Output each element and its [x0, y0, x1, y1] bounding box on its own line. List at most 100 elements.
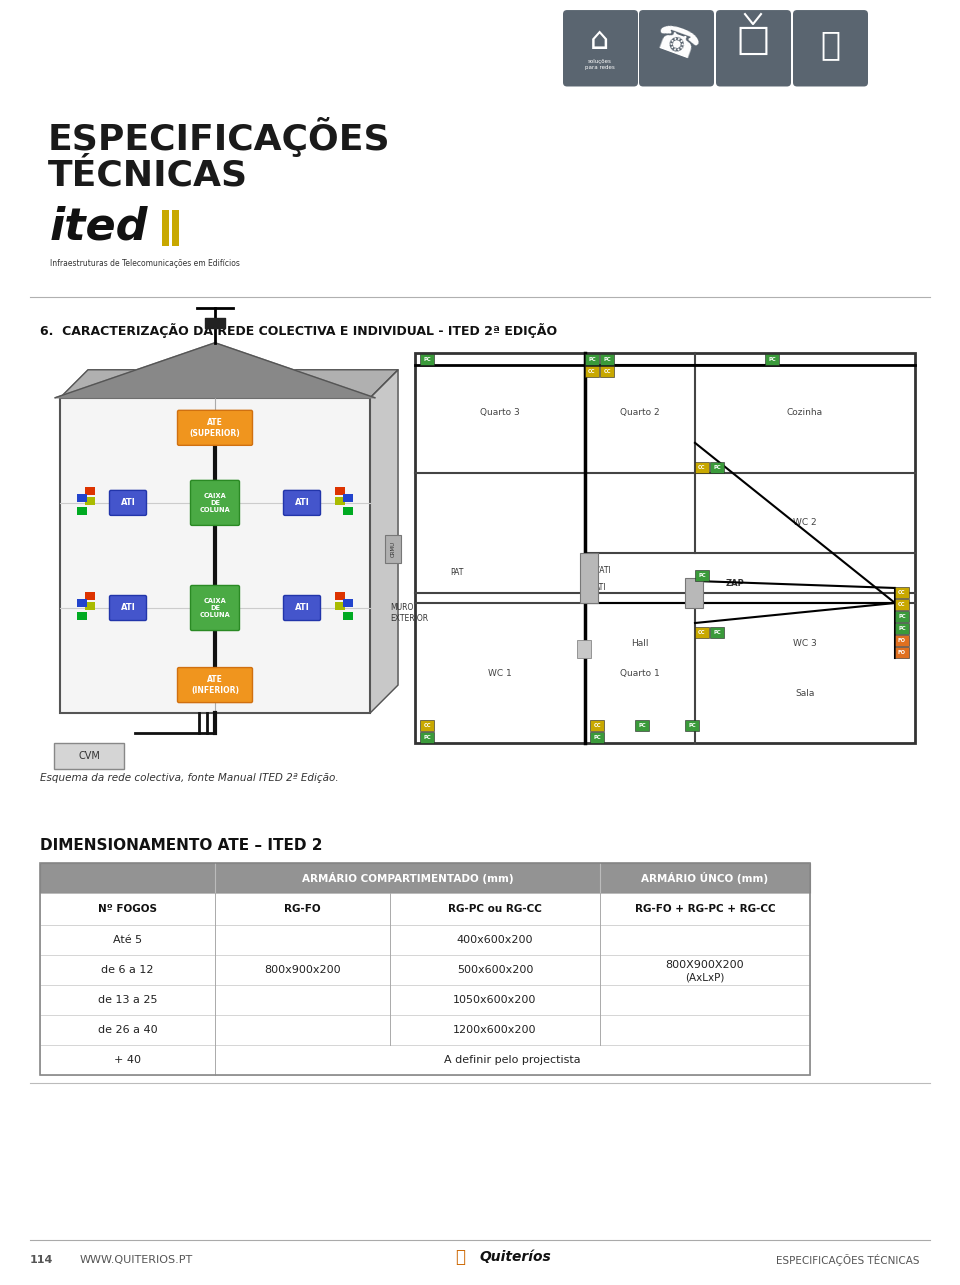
Text: (AxLxP): (AxLxP) [685, 973, 725, 982]
Bar [710, 461, 724, 473]
FancyBboxPatch shape [109, 595, 147, 621]
Bar [895, 599, 909, 610]
Text: PC: PC [899, 614, 906, 619]
Text: Infraestruturas de Telecomunicações em Edifícios: Infraestruturas de Telecomunicações em E… [50, 260, 240, 269]
Bar [415, 353, 915, 743]
Bar [162, 209, 169, 245]
Bar [40, 955, 810, 986]
Text: CC: CC [593, 723, 601, 729]
Bar [695, 461, 709, 473]
Text: Nº FOGOS: Nº FOGOS [98, 905, 157, 915]
Bar [585, 366, 599, 377]
Text: WWW.QUITERIOS.PT: WWW.QUITERIOS.PT [80, 1255, 193, 1266]
Bar [600, 353, 614, 365]
Bar [343, 612, 353, 619]
Bar [40, 986, 810, 1015]
Bar [335, 592, 345, 600]
Text: PC: PC [899, 626, 906, 631]
Text: ZAP: ZAP [726, 580, 744, 589]
Text: CRMU: CRMU [391, 541, 396, 556]
Text: A definir pelo projectista: A definir pelo projectista [444, 1055, 581, 1065]
Bar [343, 599, 353, 607]
Text: ATI: ATI [295, 604, 309, 613]
Text: PC: PC [423, 735, 431, 740]
Text: 6.  CARACTERIZAÇÃO DA REDE COLECTIVA E INDIVIDUAL - ITED 2ª EDIÇÃO: 6. CARACTERIZAÇÃO DA REDE COLECTIVA E IN… [40, 323, 557, 338]
Text: DIMENSIONAMENTO ATE – ITED 2: DIMENSIONAMENTO ATE – ITED 2 [40, 838, 323, 853]
Text: de 26 a 40: de 26 a 40 [98, 1025, 157, 1036]
Bar [590, 732, 604, 743]
Bar [580, 553, 598, 603]
Bar [895, 635, 909, 646]
Text: Até 5: Até 5 [113, 935, 142, 946]
Bar [710, 627, 724, 639]
FancyBboxPatch shape [54, 743, 124, 770]
Text: WC 3: WC 3 [793, 639, 817, 648]
FancyBboxPatch shape [283, 491, 321, 515]
Text: ATI: ATI [121, 499, 135, 508]
Bar [85, 601, 95, 610]
Text: soluções
para redes: soluções para redes [586, 59, 614, 69]
Text: CATI: CATI [595, 567, 612, 576]
Bar [590, 720, 604, 731]
FancyBboxPatch shape [190, 481, 239, 526]
Text: ARMÁRIO COMPARTIMENTADO (mm): ARMÁRIO COMPARTIMENTADO (mm) [301, 873, 514, 884]
FancyBboxPatch shape [178, 667, 252, 703]
Text: RG-FO + RG-PC + RG-CC: RG-FO + RG-PC + RG-CC [635, 905, 776, 915]
Text: CC: CC [588, 369, 596, 374]
Text: FO: FO [898, 639, 906, 642]
Text: PC: PC [588, 357, 596, 362]
Bar [635, 720, 649, 731]
Bar [420, 720, 434, 731]
Text: ATI: ATI [295, 499, 309, 508]
Text: Quarto 3: Quarto 3 [480, 409, 520, 418]
Text: + 40: + 40 [114, 1055, 141, 1065]
FancyBboxPatch shape [178, 410, 252, 446]
Bar [85, 487, 95, 495]
Text: de 13 a 25: de 13 a 25 [98, 996, 157, 1005]
Text: PC: PC [638, 723, 646, 729]
Text: ⌂: ⌂ [590, 26, 610, 55]
Text: RG-FO: RG-FO [284, 905, 321, 915]
Text: 800X900X200: 800X900X200 [665, 960, 744, 970]
Text: CC: CC [603, 369, 611, 374]
Text: Hall: Hall [632, 639, 649, 648]
Text: ⌗: ⌗ [820, 28, 840, 60]
Text: ESPECIFICAÇÕES: ESPECIFICAÇÕES [48, 117, 391, 157]
Bar [577, 640, 591, 658]
Text: ☐: ☐ [735, 26, 771, 63]
Text: Quarto 2: Quarto 2 [620, 409, 660, 418]
Bar [85, 497, 95, 505]
FancyBboxPatch shape [793, 10, 868, 86]
FancyBboxPatch shape [283, 595, 321, 621]
Bar [335, 487, 345, 495]
Text: 1200x600x200: 1200x600x200 [453, 1025, 537, 1036]
Bar [40, 864, 810, 1076]
Bar [40, 893, 810, 925]
Bar [40, 1015, 810, 1046]
Text: CAIXA
DE
COLUNA: CAIXA DE COLUNA [200, 598, 230, 618]
Text: Quiteríos: Quiteríos [480, 1250, 552, 1264]
FancyBboxPatch shape [109, 491, 147, 515]
FancyBboxPatch shape [716, 10, 791, 86]
Text: Quarto 1: Quarto 1 [620, 668, 660, 677]
Bar [77, 506, 87, 515]
Text: PC: PC [603, 357, 611, 362]
Bar [585, 353, 599, 365]
Bar [895, 648, 909, 658]
Bar [40, 1046, 810, 1076]
Text: ESPECIFICAÇÕES TÉCNICAS: ESPECIFICAÇÕES TÉCNICAS [777, 1254, 920, 1266]
Bar [695, 627, 709, 639]
Text: PC: PC [698, 573, 706, 578]
FancyBboxPatch shape [190, 586, 239, 631]
Text: ATI: ATI [595, 583, 607, 592]
Bar [420, 353, 434, 365]
Bar [172, 209, 179, 245]
Text: WC 1: WC 1 [488, 668, 512, 677]
Bar [420, 732, 434, 743]
Bar [60, 398, 370, 713]
Text: de 6 a 12: de 6 a 12 [101, 965, 154, 975]
Text: PC: PC [593, 735, 601, 740]
Bar [77, 612, 87, 619]
Bar [765, 353, 779, 365]
Text: CC: CC [899, 601, 905, 607]
